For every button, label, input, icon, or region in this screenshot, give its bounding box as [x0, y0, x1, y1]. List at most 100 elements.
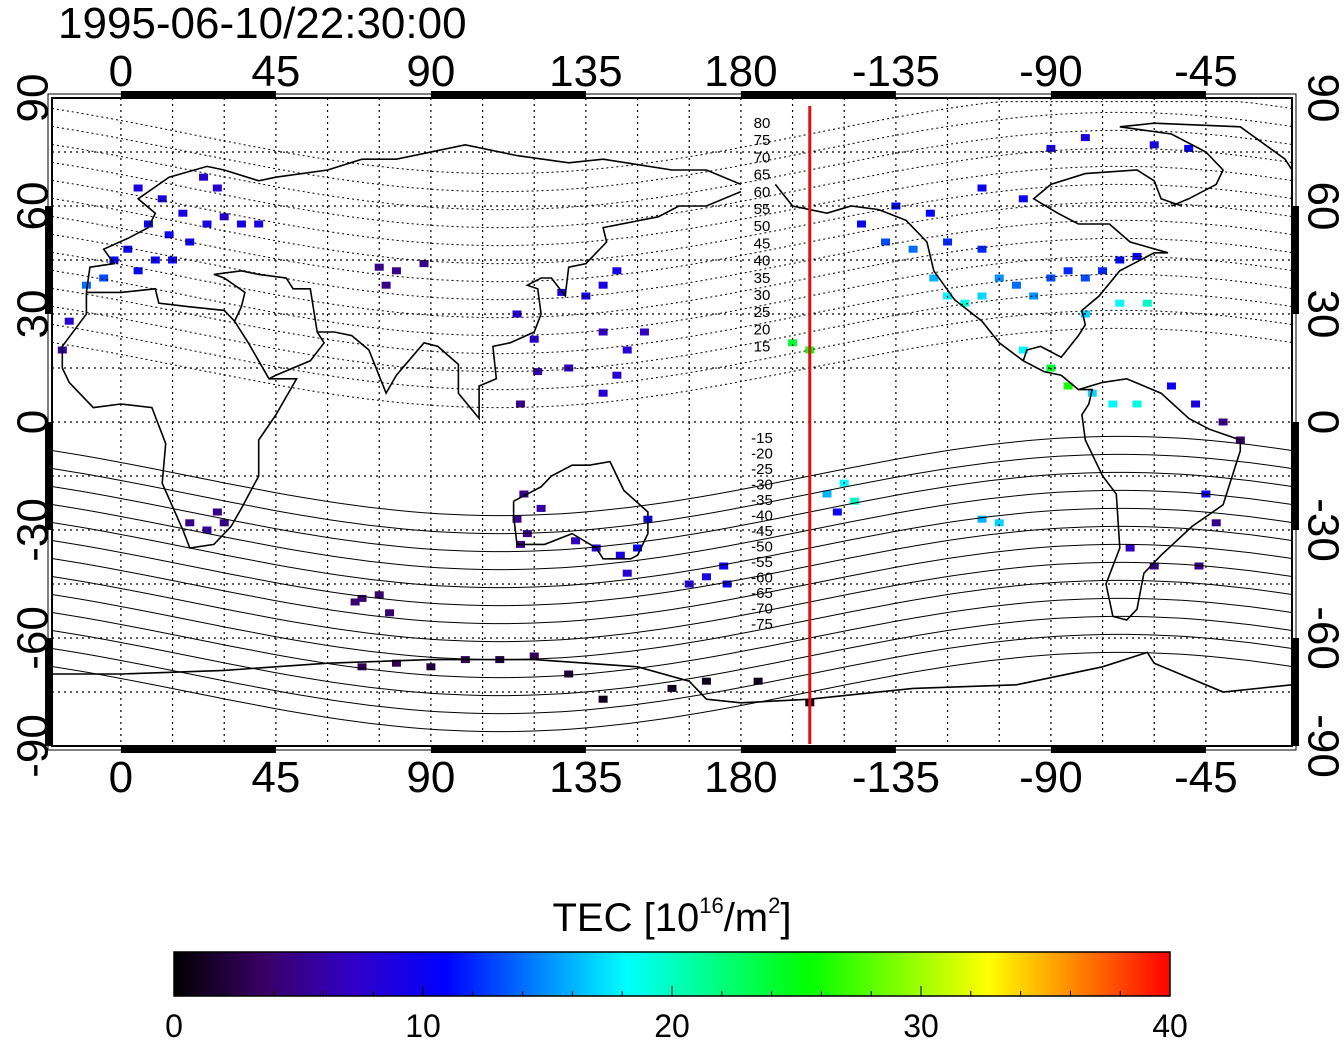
left-lat-label: 0	[9, 410, 58, 434]
tec-point	[254, 220, 264, 228]
contour-label: -50	[751, 539, 773, 556]
contour-label: -40	[751, 508, 773, 525]
axis-labels: 0 45 90 135 180 -135 -90 -45 0 45 90 135 180 -135 -90 -…	[9, 47, 1344, 802]
magnetic-contour	[51, 435, 1293, 517]
top-border-bar	[430, 91, 586, 97]
tec-point	[133, 184, 143, 192]
tec-point	[1166, 382, 1176, 390]
magnetic-contour	[51, 273, 1293, 355]
tec-point	[612, 267, 622, 275]
tec-point	[1142, 299, 1152, 307]
bottom-lon-label: -135	[852, 753, 940, 802]
tec-point	[1080, 134, 1090, 142]
right-border-bar	[1293, 206, 1299, 314]
right-lat-label: -90	[1298, 714, 1344, 778]
colorbar-label-prefix: TEC [10	[552, 896, 700, 940]
contour-label: -55	[751, 554, 773, 571]
bottom-border-bar	[430, 747, 586, 753]
left-lat-label: 30	[9, 290, 58, 339]
contour-label: 25	[754, 304, 771, 321]
tec-point	[719, 562, 729, 570]
contour-label: 15	[754, 339, 771, 356]
contour-label: -20	[751, 446, 773, 463]
contour-label: 40	[754, 253, 771, 270]
tec-point	[1018, 195, 1028, 203]
tec-point	[1011, 281, 1021, 289]
top-border-bar	[120, 91, 276, 97]
left-lat-label: -30	[9, 498, 58, 562]
magnetic-contour	[51, 165, 1293, 247]
right-lat-label: -30	[1298, 498, 1344, 562]
tec-point	[64, 317, 74, 325]
bottom-lon-label: 135	[549, 753, 622, 802]
tec-point	[1115, 299, 1125, 307]
tec-point	[164, 231, 174, 239]
bottom-lon-label: -45	[1174, 753, 1238, 802]
tec-point	[929, 274, 939, 282]
tec-point	[236, 220, 246, 228]
tec-point	[977, 245, 987, 253]
magnetic-contour	[51, 507, 1293, 589]
magnetic-contour	[51, 471, 1293, 553]
magnetic-contour	[51, 255, 1293, 337]
tec-point	[512, 310, 522, 318]
bottom-lon-label: -90	[1019, 753, 1083, 802]
tec-point	[701, 573, 711, 581]
tec-point	[391, 267, 401, 275]
contour-label: -35	[751, 492, 773, 509]
top-lon-label: -90	[1019, 47, 1083, 96]
tec-point	[185, 519, 195, 527]
colorbar-tick-label: 0	[165, 1008, 183, 1044]
left-border-bar	[45, 422, 51, 530]
contour-label: -75	[751, 616, 773, 633]
tec-point	[374, 591, 384, 599]
bottom-border-bar	[120, 747, 276, 753]
map-frame	[45, 91, 1299, 753]
tec-point	[143, 220, 153, 228]
contour-label: 55	[754, 201, 771, 218]
contour-label: 75	[754, 132, 771, 149]
right-border-bar	[1293, 422, 1299, 530]
colorbar-tick-label: 40	[1152, 1008, 1188, 1044]
tec-point	[99, 274, 109, 282]
contour-label: -30	[751, 477, 773, 494]
magnetic-contour	[51, 291, 1293, 373]
colorbar-label-unit-exp: 2	[768, 893, 781, 918]
bottom-lon-label: 0	[109, 753, 133, 802]
contour-label: -25	[751, 461, 773, 478]
left-border-bar	[45, 206, 51, 314]
tec-point	[622, 569, 632, 577]
tec-point	[81, 281, 91, 289]
contour-label: 50	[754, 218, 771, 235]
tec-point	[977, 184, 987, 192]
tec-point	[357, 663, 367, 671]
tec-point	[977, 292, 987, 300]
top-lon-label: 135	[549, 47, 622, 96]
magnetic-contour	[51, 201, 1293, 283]
top-lon-label: 180	[704, 47, 777, 96]
left-lat-label: 90	[9, 74, 58, 123]
tec-point	[123, 245, 133, 253]
tec-point	[533, 368, 543, 376]
magnetic-contour	[51, 237, 1293, 319]
tec-point	[536, 504, 546, 512]
tec-point	[1211, 519, 1221, 527]
colorbar-label-end: ]	[780, 896, 792, 940]
contour-label: 80	[754, 115, 771, 132]
right-lat-label: -60	[1298, 606, 1344, 670]
tec-point	[1125, 544, 1135, 552]
right-lat-label: 90	[1298, 74, 1344, 123]
coastline	[317, 190, 742, 421]
contour-label: 70	[754, 149, 771, 166]
right-lat-label: 60	[1298, 182, 1344, 231]
tec-point	[667, 684, 677, 692]
right-lat-label: 0	[1298, 410, 1344, 434]
bottom-lon-label: 90	[406, 753, 455, 802]
tec-point	[1029, 292, 1039, 300]
magnetic-contour	[51, 543, 1293, 625]
tec-point	[1046, 144, 1056, 152]
tec-point	[1018, 346, 1028, 354]
tec-point	[357, 594, 367, 602]
tec-point	[832, 508, 842, 516]
